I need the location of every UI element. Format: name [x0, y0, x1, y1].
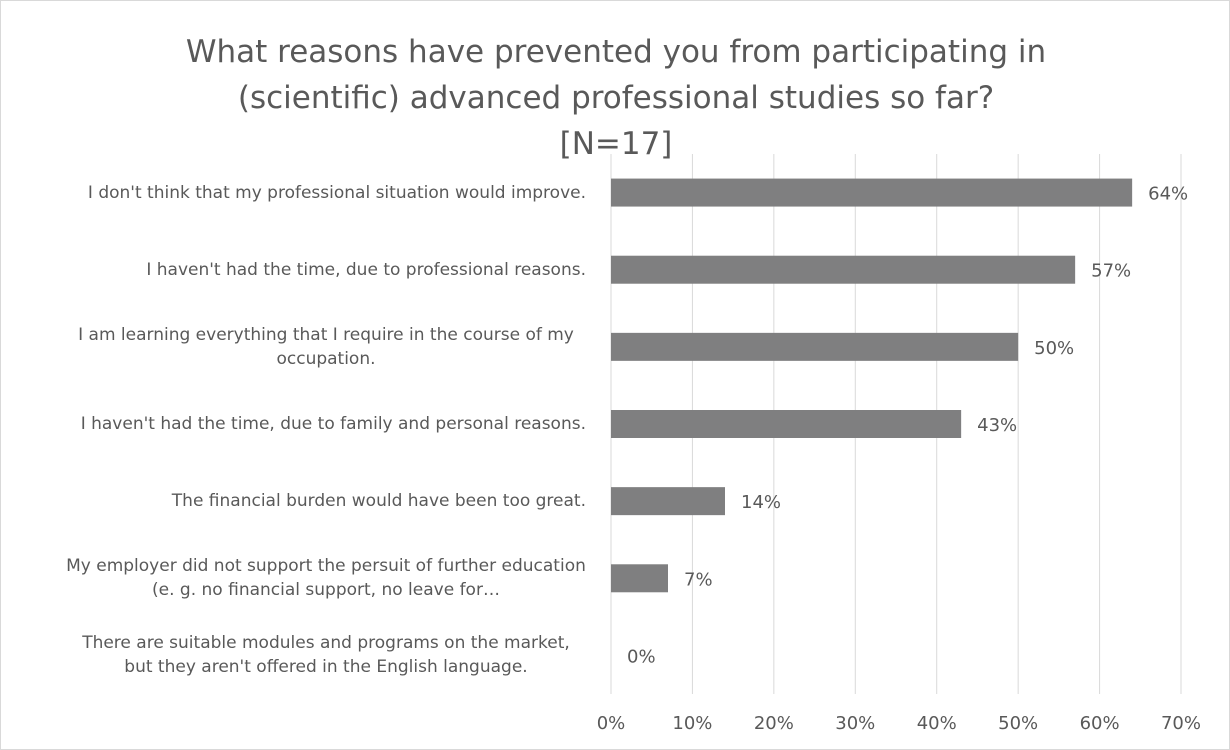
y-tick-label: I don't think that my professional situa…: [87, 182, 586, 203]
value-label: 0%: [627, 646, 656, 667]
bar: [611, 332, 1019, 361]
value-label: 64%: [1148, 184, 1188, 205]
x-tick-label: 30%: [835, 713, 875, 734]
title-box: What reasons have prevented you from par…: [1, 29, 1229, 167]
x-tick-label: 40%: [917, 713, 957, 734]
bar: [611, 410, 962, 438]
value-label: 57%: [1091, 261, 1131, 282]
x-tick-label: 50%: [998, 713, 1038, 734]
x-tick-label: 70%: [1161, 713, 1201, 734]
bar: [611, 564, 668, 593]
y-tick-label: My employer did not support the persuit …: [66, 556, 586, 601]
value-label: 7%: [684, 569, 713, 590]
value-label: 43%: [977, 415, 1017, 436]
bar: [611, 255, 1076, 284]
y-tick-label: I haven't had the time, due to professio…: [146, 259, 586, 280]
chart-title: What reasons have prevented you from par…: [185, 34, 1047, 162]
x-tick-label: 0%: [597, 713, 626, 734]
x-tick-label: 60%: [1080, 713, 1120, 734]
y-tick-label: I haven't had the time, due to family an…: [80, 414, 586, 434]
value-label: 50%: [1034, 338, 1074, 359]
y-tick-label: The financial burden would have been too…: [171, 491, 586, 512]
value-label: 14%: [741, 492, 781, 513]
y-tick-label: I am learning everything that I require …: [78, 324, 574, 369]
bar: [611, 487, 725, 516]
y-tick-label: There are suitable modules and programs …: [82, 633, 570, 678]
x-tick-label: 20%: [754, 713, 794, 734]
bar: [611, 178, 1133, 207]
x-tick-label: 10%: [672, 713, 712, 734]
